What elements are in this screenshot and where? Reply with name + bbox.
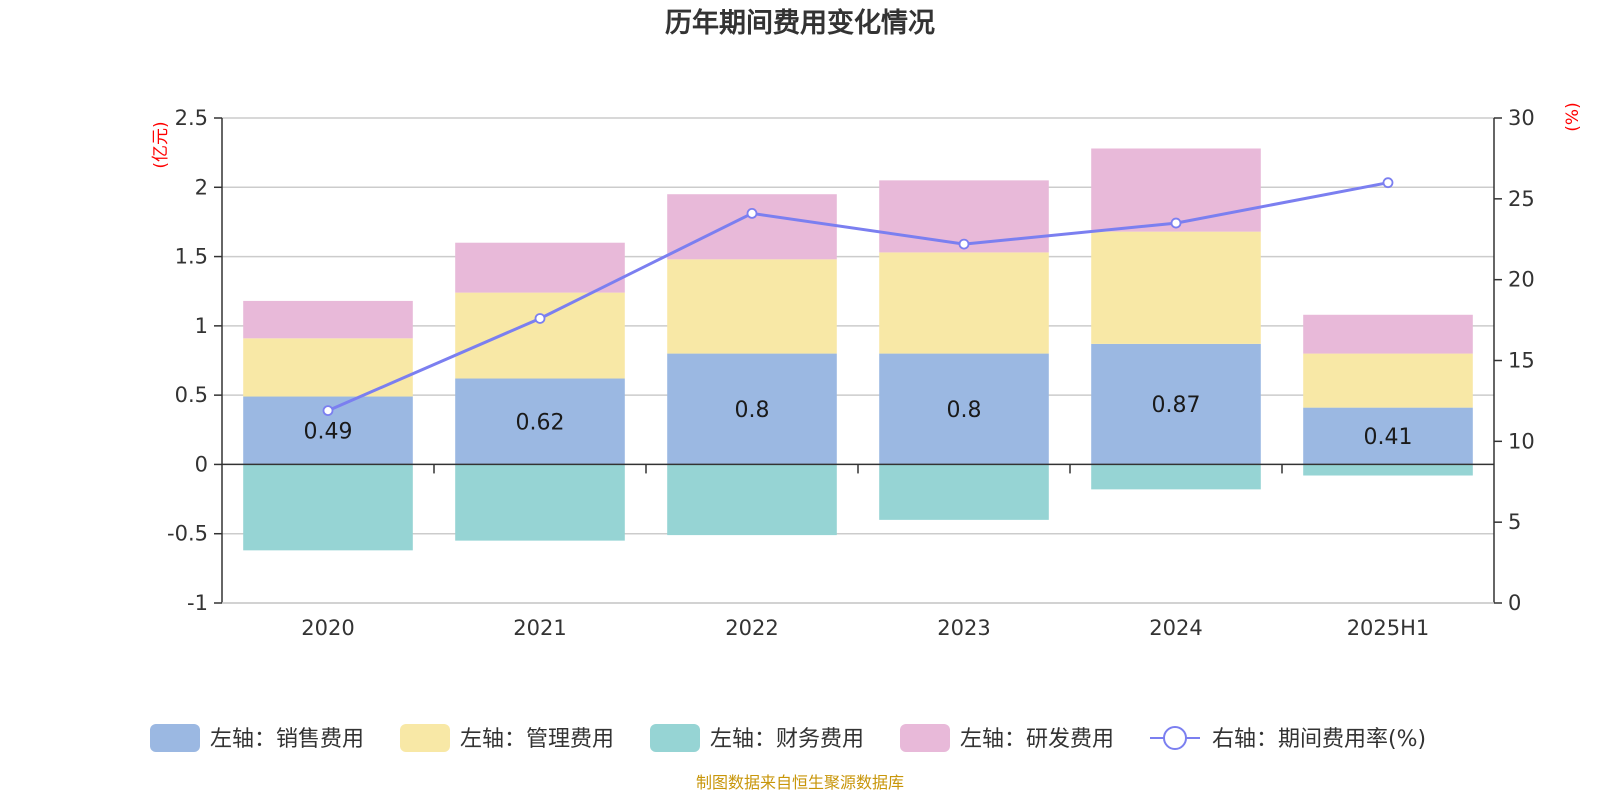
right-axis-tick-label: 15 bbox=[1508, 349, 1535, 373]
bar-0-1 bbox=[455, 378, 625, 465]
bar-2-1 bbox=[455, 464, 625, 541]
bar-1-1 bbox=[455, 292, 625, 379]
bar-0-5 bbox=[1303, 407, 1473, 465]
bar-2-2 bbox=[667, 464, 837, 536]
rate-line bbox=[327, 181, 1389, 412]
rate-point-1 bbox=[534, 313, 546, 324]
line-layer bbox=[322, 177, 1394, 417]
left-axis-tick-label: 1 bbox=[195, 314, 208, 338]
x-axis-tick-label: 2025H1 bbox=[1347, 616, 1430, 640]
data-label: 0.41 bbox=[1364, 425, 1413, 450]
rate-point-2 bbox=[746, 207, 758, 219]
right-axis-tick-label: 25 bbox=[1508, 187, 1535, 211]
bar-1-0 bbox=[243, 338, 413, 397]
left-axis-tick-label: 0.5 bbox=[175, 383, 208, 407]
left-axis-tick-label: 2.5 bbox=[175, 106, 208, 130]
bar-1-2 bbox=[667, 259, 837, 354]
bar-2-4 bbox=[1091, 464, 1261, 490]
bar-1-3 bbox=[879, 252, 1049, 354]
data-label: 0.8 bbox=[947, 398, 982, 423]
right-axis-tick-label: 30 bbox=[1508, 106, 1535, 130]
grid-lines bbox=[222, 117, 1494, 604]
right-axis-tick-label: 20 bbox=[1508, 268, 1535, 292]
x-axis-tick-label: 2024 bbox=[1149, 616, 1202, 640]
left-axis-tick-label: -1 bbox=[187, 591, 208, 615]
data-source-note: 制图数据来自恒生聚源数据库 bbox=[696, 773, 904, 792]
left-axis-tick-label: 0 bbox=[195, 452, 208, 476]
rate-point-3 bbox=[958, 238, 970, 250]
left-axis-tick-label: 2 bbox=[195, 175, 208, 199]
rate-point-5 bbox=[1382, 177, 1394, 189]
data-label: 0.8 bbox=[735, 398, 770, 423]
legend-label-2: 左轴：财务费用 bbox=[710, 727, 864, 752]
right-axis-tick-label: 10 bbox=[1508, 429, 1535, 453]
legend-label-0: 左轴：销售费用 bbox=[210, 727, 364, 752]
bar-2-3 bbox=[879, 464, 1049, 520]
left-axis-unit: (亿元) bbox=[151, 121, 171, 168]
data-labels: 0.49 0.62 0.8 0.8 0.87 0.41 bbox=[304, 393, 1413, 450]
legend-label-3: 左轴：研发费用 bbox=[960, 727, 1114, 752]
bar-2-0 bbox=[243, 464, 413, 551]
left-axis-tick-label: -0.5 bbox=[167, 522, 208, 546]
bar-layer bbox=[243, 148, 1473, 551]
data-label: 0.87 bbox=[1152, 393, 1201, 418]
legend: 左轴：销售费用 左轴：管理费用 左轴：财务费用 左轴：研发费用 右轴：期间费用率(%) bbox=[150, 724, 1426, 752]
data-label: 0.49 bbox=[304, 419, 353, 444]
axes: -1 -0.5 0 0.5 1 1.5 2 2.5 0 5 10 15 20 25 30 2020 2021 20… bbox=[167, 106, 1535, 640]
legend-swatch-3 bbox=[900, 724, 950, 752]
rate-point-0 bbox=[322, 405, 334, 417]
x-axis-tick-label: 2022 bbox=[725, 616, 778, 640]
bar-2-5 bbox=[1303, 464, 1473, 476]
right-axis-tick-label: 5 bbox=[1508, 510, 1521, 534]
legend-label-4: 右轴：期间费用率(%) bbox=[1212, 727, 1426, 752]
right-axis-unit: (%) bbox=[1563, 102, 1583, 131]
legend-swatch-2 bbox=[650, 724, 700, 752]
x-axis-tick-label: 2023 bbox=[937, 616, 990, 640]
legend-label-1: 左轴：管理费用 bbox=[460, 727, 614, 752]
bar-3-0 bbox=[243, 300, 413, 339]
right-axis-tick-label: 0 bbox=[1508, 591, 1521, 615]
bar-1-4 bbox=[1091, 231, 1261, 344]
x-axis-tick-label: 2021 bbox=[513, 616, 566, 640]
bar-3-5 bbox=[1303, 314, 1473, 354]
chart-title: 历年期间费用变化情况 bbox=[665, 7, 935, 39]
bar-0-4 bbox=[1091, 343, 1261, 465]
legend-swatch-1 bbox=[400, 724, 450, 752]
left-axis-tick-label: 1.5 bbox=[175, 245, 208, 269]
rate-point-4 bbox=[1170, 217, 1182, 229]
bar-1-5 bbox=[1303, 353, 1473, 408]
bar-3-1 bbox=[455, 242, 625, 293]
bar-0-2 bbox=[667, 353, 837, 465]
data-label: 0.62 bbox=[516, 410, 565, 435]
x-axis-tick-label: 2020 bbox=[301, 616, 354, 640]
bar-3-2 bbox=[667, 194, 837, 260]
legend-swatch-0 bbox=[150, 724, 200, 752]
legend-marker-4 bbox=[1163, 726, 1187, 750]
bar-0-3 bbox=[879, 353, 1049, 465]
